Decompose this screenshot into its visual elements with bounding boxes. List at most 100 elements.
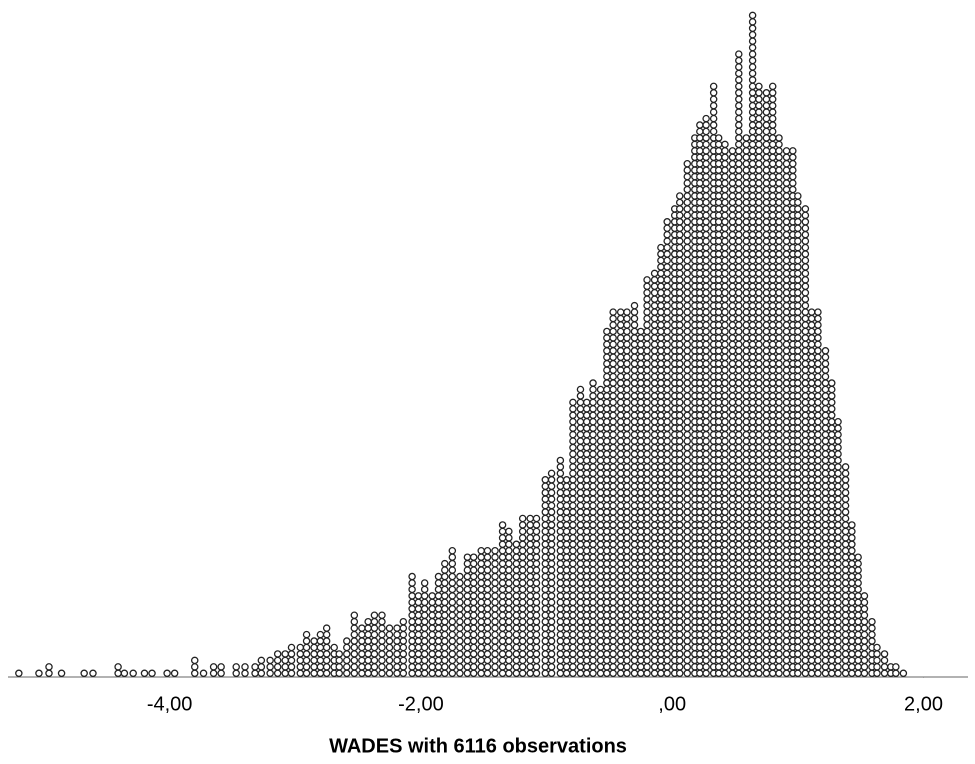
dot-column [532, 514, 541, 677]
dot-column [448, 547, 457, 677]
dot-column [860, 592, 869, 677]
dot-column [287, 643, 296, 677]
dot-column [45, 663, 53, 677]
dot-column [251, 663, 259, 677]
dot-column [643, 276, 651, 677]
dot-column [616, 308, 625, 677]
dot-column [428, 592, 436, 677]
dot-column [556, 456, 565, 677]
dot-column [782, 147, 791, 677]
dot-column [148, 669, 156, 677]
dot-column [491, 547, 499, 677]
dot-column [596, 385, 605, 677]
dot-column [526, 514, 534, 677]
dot-column [589, 379, 597, 677]
dot-column [603, 327, 611, 677]
dot-column [609, 308, 617, 677]
dot-column [807, 308, 816, 677]
dot-column [441, 559, 449, 677]
dot-column [562, 476, 571, 677]
dot-column [199, 669, 208, 677]
dot-column [378, 611, 386, 677]
dot-column [217, 663, 225, 677]
dot-column [880, 650, 889, 677]
dot-column [821, 347, 830, 677]
dot-column [80, 669, 88, 677]
dot-column [434, 572, 443, 677]
dot-column [854, 553, 862, 677]
dot-column [322, 624, 331, 677]
dot-column [899, 669, 908, 677]
dot-column [273, 650, 282, 677]
dot-column [129, 669, 137, 677]
dot-column [569, 398, 577, 677]
dot-column [657, 243, 665, 677]
dot-column [456, 572, 464, 677]
x-axis-label: WADES with 6116 observations [329, 735, 627, 757]
dot-column [241, 663, 249, 677]
x-tick-label: -4,00 [147, 693, 193, 715]
dot-column [498, 521, 507, 677]
dot-column [335, 650, 343, 677]
dot-column [735, 50, 743, 677]
dot-column [257, 656, 266, 677]
dot-column [683, 160, 692, 677]
dot-column [892, 663, 900, 677]
dot-column [89, 669, 97, 677]
dot-column [623, 308, 631, 677]
dot-column [801, 205, 810, 677]
dot-column [477, 547, 485, 677]
dot-column [873, 643, 881, 677]
dot-column [302, 630, 311, 677]
dot-column [650, 269, 659, 677]
dot-column [728, 147, 737, 677]
dot-column [637, 327, 645, 677]
dot-column [794, 192, 802, 677]
dot-column [576, 385, 585, 677]
dot-column [343, 637, 351, 677]
x-tick-label: ,00 [658, 693, 686, 715]
dot-column [15, 669, 23, 677]
dot-column [714, 134, 723, 677]
dot-column [393, 624, 401, 677]
dot-column [775, 134, 783, 677]
dot-column [120, 669, 129, 677]
dot-column [663, 218, 671, 677]
dot-column [469, 553, 478, 677]
dot-column [675, 192, 684, 677]
dot-column [140, 669, 149, 677]
dot-column [828, 379, 836, 677]
dot-column [364, 618, 372, 677]
dot-column [408, 572, 416, 677]
x-tick-label: -2,00 [398, 693, 444, 715]
dot-column [414, 592, 423, 677]
dot-column [630, 301, 639, 677]
dot-column [742, 134, 751, 677]
dot-column [762, 89, 771, 677]
dot-column [209, 663, 218, 677]
dot-column [834, 418, 842, 677]
dot-column [163, 669, 171, 677]
dot-column [281, 650, 289, 677]
dot-column [35, 669, 43, 677]
dot-column [547, 469, 556, 677]
dot-column [848, 521, 856, 677]
dot-column [512, 540, 521, 677]
dot-column [814, 308, 822, 677]
dot-column [358, 624, 366, 677]
x-tick-label: 2,00 [904, 693, 943, 715]
dot-column [583, 398, 591, 677]
dot-column [170, 669, 179, 677]
dot-column [483, 547, 492, 677]
dot-column [370, 611, 379, 677]
dot-column [841, 463, 850, 677]
dot-column [232, 663, 240, 677]
dot-column [702, 114, 710, 677]
dot-column [296, 643, 305, 677]
dot-column [463, 553, 472, 677]
dot-column [420, 579, 429, 677]
dot-column [505, 527, 513, 677]
dot-column [518, 514, 527, 677]
dot-column [350, 611, 359, 677]
